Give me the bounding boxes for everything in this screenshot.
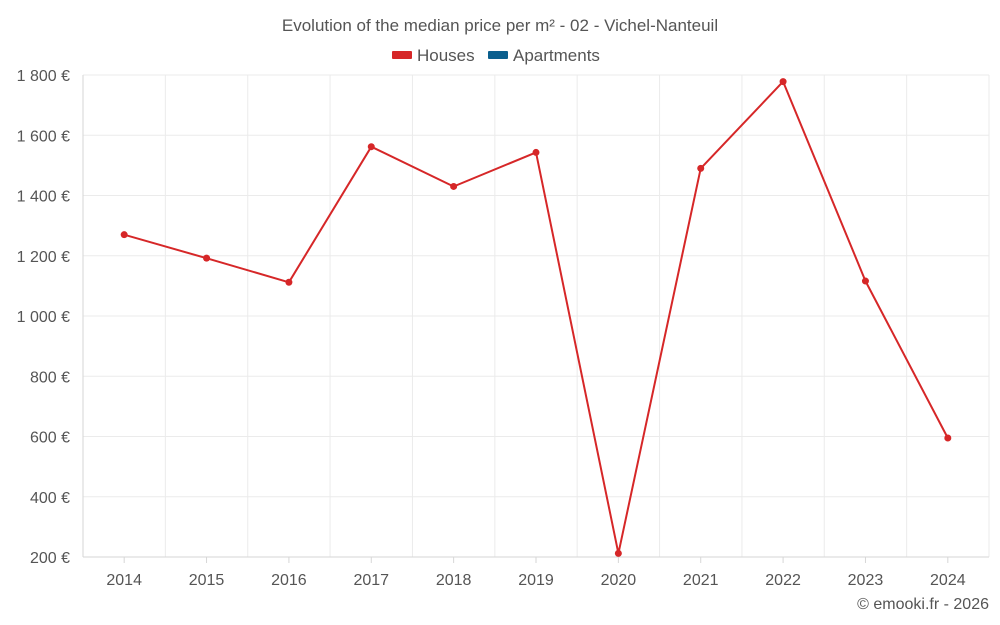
x-tick-label: 2014	[106, 572, 142, 589]
data-point-houses-2022[interactable]	[779, 78, 787, 86]
y-tick-label: 200 €	[30, 550, 70, 567]
chart-title: Evolution of the median price per m² - 0…	[282, 16, 718, 35]
data-point-houses-2016[interactable]	[285, 278, 293, 286]
legend: Houses Apartments	[392, 46, 600, 65]
y-tick-label: 1 200 €	[17, 249, 70, 266]
legend-label-apartments: Apartments	[513, 46, 600, 65]
credit-text: © emooki.fr - 2026	[857, 596, 989, 613]
y-axis: 200 € 400 € 600 € 800 € 1 000 € 1 200 € 1 400 …	[17, 68, 84, 567]
legend-swatch-apartments	[488, 51, 508, 59]
data-point-houses-2015[interactable]	[203, 254, 211, 262]
legend-label-houses: Houses	[417, 46, 475, 65]
data-point-houses-2023[interactable]	[861, 277, 869, 285]
data-point-houses-2014[interactable]	[120, 231, 128, 239]
x-axis: 2014 2015 2016 2017 2018 2019 2020 2021 2022 2023…	[83, 556, 989, 589]
legend-swatch-houses	[392, 51, 412, 59]
y-tick-label: 1 400 €	[17, 189, 70, 206]
x-tick-label: 2020	[601, 572, 637, 589]
data-point-houses-2021[interactable]	[697, 164, 705, 172]
legend-item-apartments[interactable]: Apartments	[488, 46, 600, 65]
x-tick-label: 2015	[189, 572, 225, 589]
x-tick-label: 2016	[271, 572, 307, 589]
data-point-houses-2024[interactable]	[944, 434, 952, 442]
x-tick-label: 2023	[848, 572, 884, 589]
x-tick-label: 2022	[765, 572, 801, 589]
y-tick-label: 800 €	[30, 369, 70, 386]
grid	[82, 74, 990, 558]
x-tick-label: 2021	[683, 572, 719, 589]
data-point-houses-2017[interactable]	[367, 143, 375, 151]
x-tick-label: 2017	[353, 572, 389, 589]
x-tick-label: 2024	[930, 572, 966, 589]
y-tick-label: 1 600 €	[17, 128, 70, 145]
x-tick-label: 2018	[436, 572, 472, 589]
y-tick-label: 600 €	[30, 430, 70, 447]
y-tick-label: 400 €	[30, 490, 70, 507]
series-layer	[120, 78, 952, 557]
x-tick-label: 2019	[518, 572, 554, 589]
data-point-houses-2019[interactable]	[532, 148, 540, 156]
legend-item-houses[interactable]: Houses	[392, 46, 475, 65]
data-point-houses-2020[interactable]	[614, 549, 622, 557]
y-tick-label: 1 000 €	[17, 309, 70, 326]
y-tick-label: 1 800 €	[17, 68, 70, 85]
data-point-houses-2018[interactable]	[450, 182, 458, 190]
